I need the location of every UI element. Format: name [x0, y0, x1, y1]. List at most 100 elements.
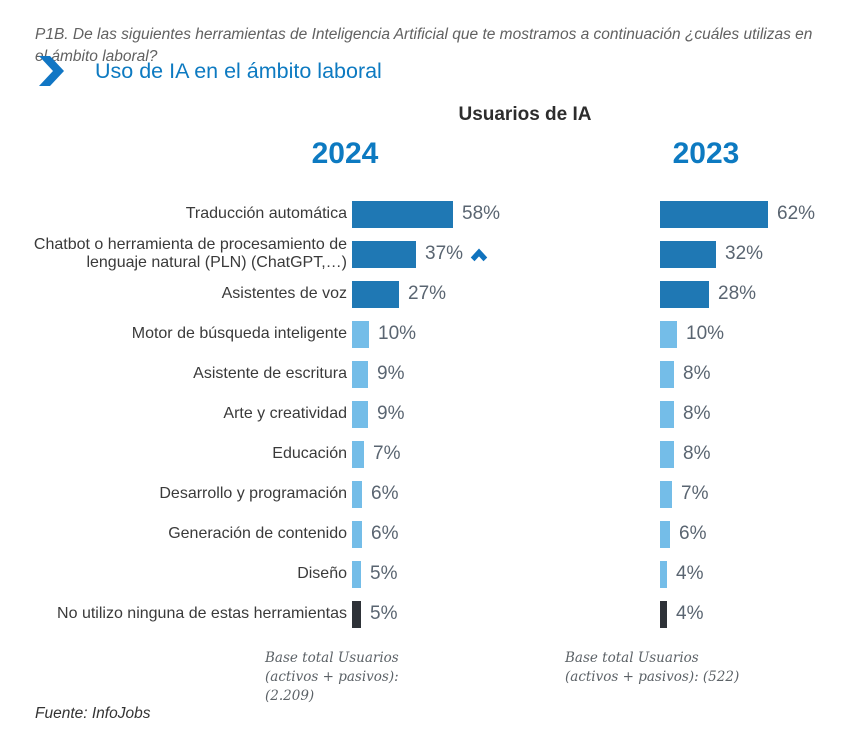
category-label: Chatbot o herramienta de procesamiento d… — [33, 236, 347, 271]
year-header-2023: 2023 — [672, 137, 740, 170]
bar-cell-2023: 28% — [660, 280, 859, 308]
bar-2023 — [660, 480, 672, 508]
value-label: 58% — [462, 203, 501, 224]
value-label: 28% — [718, 283, 757, 304]
bar-2024 — [352, 240, 416, 268]
category-label: Traducción automática — [185, 205, 347, 223]
year-header-2024: 2024 — [311, 137, 379, 170]
bar-cell-2024: 58% — [352, 200, 660, 228]
bar-cell-2023: 8% — [660, 400, 859, 428]
bar-cell-2023: 62% — [660, 200, 859, 228]
category-label: Diseño — [297, 565, 347, 583]
source-text: Fuente: InfoJobs — [35, 705, 151, 722]
bar-cell-2023: 6% — [660, 520, 859, 548]
chart-row: Generación de contenido 6% 6% — [0, 514, 859, 554]
bar-cell-2024: 10% — [352, 320, 660, 348]
base-note-line: Base total Usuarios — [265, 650, 399, 666]
value-label: 4% — [676, 563, 704, 584]
bar-2024 — [352, 320, 369, 348]
value-label: 5% — [370, 603, 398, 624]
value-label: 37% — [425, 243, 464, 264]
bar-cell-2023: 8% — [660, 440, 859, 468]
value-label: 6% — [371, 523, 399, 544]
bar-2024 — [352, 560, 361, 588]
category-label: Desarrollo y programación — [159, 485, 347, 503]
value-label: 10% — [686, 323, 725, 344]
value-label: 7% — [373, 443, 401, 464]
arrow-up-icon — [470, 247, 488, 262]
chart-row: Educación 7% 8% — [0, 434, 859, 474]
bar-cell-2023: 7% — [660, 480, 859, 508]
chart-title: Usuarios de IA — [458, 104, 592, 125]
value-label: 62% — [777, 203, 816, 224]
chart-row: Motor de búsqueda inteligente 10% 10% — [0, 314, 859, 354]
bar-2023 — [660, 360, 674, 388]
bar-2023 — [660, 600, 667, 628]
value-label: 8% — [683, 363, 711, 384]
chevron-right-icon — [38, 55, 65, 87]
base-note-line: (activos + pasivos): — [265, 668, 399, 685]
bar-2023 — [660, 240, 716, 268]
bar-2024 — [352, 480, 362, 508]
bar-cell-2023: 32% — [660, 240, 859, 268]
question-text: P1B. De las siguientes herramientas de I… — [35, 25, 813, 65]
chart-row: Arte y creatividad 9% 8% — [0, 394, 859, 434]
bar-cell-2024: 37% — [352, 240, 660, 268]
bar-2024 — [352, 440, 364, 468]
category-label: Arte y creatividad — [223, 405, 347, 423]
bar-2024 — [352, 200, 453, 228]
bar-2024 — [352, 600, 361, 628]
bar-2024 — [352, 520, 362, 548]
bar-2023 — [660, 400, 674, 428]
bar-cell-2023: 8% — [660, 360, 859, 388]
value-label: 6% — [679, 523, 707, 544]
bar-cell-2024: 5% — [352, 600, 660, 628]
value-label: 4% — [676, 603, 704, 624]
chart-row: Traducción automática 58% 62% — [0, 194, 859, 234]
value-label: 27% — [408, 283, 447, 304]
base-note-line: Base total Usuarios — [565, 650, 699, 666]
category-label: Educación — [272, 445, 347, 463]
bar-cell-2024: 6% — [352, 520, 660, 548]
value-label: 5% — [370, 563, 398, 584]
category-label: Asistente de escritura — [193, 365, 347, 383]
bar-2023 — [660, 200, 768, 228]
chart-row: Diseño 5% 4% — [0, 554, 859, 594]
value-label: 9% — [377, 403, 405, 424]
value-label: 9% — [377, 363, 405, 384]
chart-row: Chatbot o herramienta de procesamiento d… — [0, 234, 859, 274]
bar-2023 — [660, 520, 670, 548]
bar-cell-2024: 5% — [352, 560, 660, 588]
value-label: 8% — [683, 403, 711, 424]
chart-row: No utilizo ninguna de estas herramientas… — [0, 594, 859, 634]
bar-2023 — [660, 280, 709, 308]
bar-cell-2024: 9% — [352, 360, 660, 388]
section-header: Uso de IA en el ámbito laboral — [38, 55, 382, 87]
value-label: 7% — [681, 483, 709, 504]
value-label: 10% — [378, 323, 417, 344]
bar-cell-2024: 9% — [352, 400, 660, 428]
bar-2024 — [352, 280, 399, 308]
category-label: Generación de contenido — [168, 525, 347, 543]
bar-2023 — [660, 440, 674, 468]
chart-row: Asistente de escritura 9% 8% — [0, 354, 859, 394]
category-label: No utilizo ninguna de estas herramientas — [57, 605, 347, 623]
chart-row: Desarrollo y programación 6% 7% — [0, 474, 859, 514]
category-label: Asistentes de voz — [221, 285, 347, 303]
bar-2023 — [660, 320, 677, 348]
section-title: Uso de IA en el ámbito laboral — [95, 58, 382, 83]
bar-2023 — [660, 560, 667, 588]
value-label: 8% — [683, 443, 711, 464]
bar-cell-2023: 4% — [660, 560, 859, 588]
base-note-line: (activos + pasivos): (522) — [565, 668, 740, 685]
category-label: Motor de búsqueda inteligente — [131, 325, 347, 343]
bar-cell-2024: 27% — [352, 280, 660, 308]
bar-2024 — [352, 360, 368, 388]
base-note-line: (2.209) — [265, 687, 315, 704]
value-label: 6% — [371, 483, 399, 504]
bar-2024 — [352, 400, 368, 428]
bar-cell-2023: 4% — [660, 600, 859, 628]
chart-rows: Traducción automática 58% 62% Chatbot o her… — [0, 194, 859, 634]
bar-cell-2024: 6% — [352, 480, 660, 508]
